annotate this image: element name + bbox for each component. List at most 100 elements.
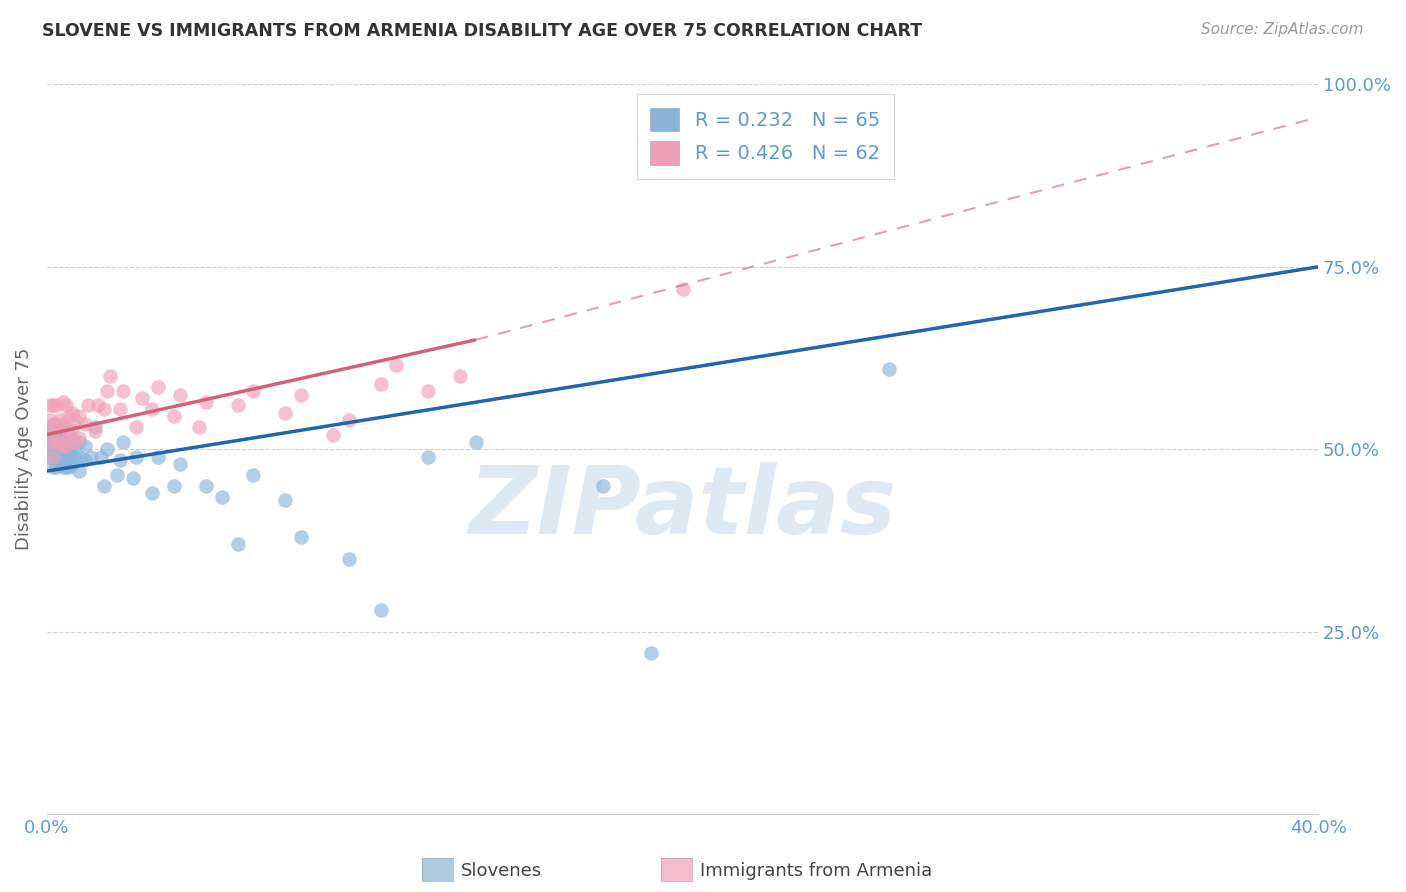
Text: ZIPatlas: ZIPatlas (468, 461, 897, 554)
Point (112, 384, 135, 398)
Point (45, 460, 67, 475)
Point (337, 413, 360, 427)
Point (55, 420, 77, 434)
Point (211, 490, 233, 504)
Point (39, 434, 62, 449)
Point (125, 450, 148, 464)
Point (169, 387, 191, 401)
Point (58, 442, 80, 457)
Point (55, 399, 77, 413)
Point (73, 453, 96, 467)
Point (67, 431, 90, 445)
Point (96, 442, 118, 457)
Point (194, 479, 217, 493)
Point (146, 380, 169, 394)
Legend: R = 0.232   N = 65, R = 0.426   N = 62: R = 0.232 N = 65, R = 0.426 N = 62 (637, 95, 894, 178)
Point (67, 434, 90, 449)
Point (55, 460, 77, 475)
Point (65, 413, 87, 427)
Point (42, 399, 65, 413)
Point (105, 467, 128, 482)
Point (42, 439, 65, 453)
Point (45, 424, 67, 438)
Point (77, 399, 100, 413)
Point (42, 427, 65, 442)
Point (42, 424, 65, 438)
Point (146, 450, 169, 464)
Point (48, 434, 70, 449)
Point (42, 417, 65, 431)
Point (226, 399, 249, 413)
Point (465, 434, 488, 449)
Point (640, 647, 662, 661)
Point (39, 434, 62, 449)
Point (242, 467, 264, 482)
Point (67, 464, 90, 478)
Point (58, 460, 80, 475)
Point (242, 384, 264, 398)
Point (45, 417, 67, 431)
Point (108, 402, 131, 417)
Point (290, 530, 312, 544)
Point (45, 399, 67, 413)
Point (65, 450, 87, 464)
Point (48, 413, 70, 427)
Point (45, 434, 67, 449)
Point (39, 413, 62, 427)
Point (93, 402, 115, 417)
Point (73, 439, 96, 453)
Point (45, 434, 67, 449)
Point (370, 376, 392, 391)
Point (125, 420, 148, 434)
Point (592, 479, 614, 493)
Point (45, 450, 67, 464)
Point (52, 450, 75, 464)
Point (60, 446, 83, 460)
Point (60, 406, 83, 420)
Point (108, 453, 131, 467)
Point (163, 479, 186, 493)
Point (52, 434, 75, 449)
Point (337, 551, 360, 566)
Point (58, 409, 80, 424)
Point (877, 362, 900, 376)
Point (169, 457, 191, 471)
Text: Immigrants from Armenia: Immigrants from Armenia (700, 863, 932, 880)
Point (112, 434, 135, 449)
Point (65, 434, 87, 449)
Point (449, 369, 471, 384)
Point (385, 359, 408, 373)
Text: Source: ZipAtlas.com: Source: ZipAtlas.com (1201, 22, 1364, 37)
Point (226, 537, 249, 551)
Point (39, 442, 62, 457)
Point (274, 406, 297, 420)
Point (141, 486, 163, 500)
Point (290, 387, 312, 401)
Point (163, 409, 186, 424)
Point (58, 427, 80, 442)
Text: Slovenes: Slovenes (461, 863, 543, 880)
Point (55, 439, 77, 453)
Point (83, 424, 105, 438)
Point (52, 417, 75, 431)
Point (65, 434, 87, 449)
Point (121, 471, 143, 485)
Point (39, 420, 62, 434)
Point (42, 450, 65, 464)
Point (188, 420, 211, 434)
Point (67, 450, 90, 464)
Point (60, 457, 83, 471)
Point (418, 384, 440, 398)
Point (96, 384, 118, 398)
Point (52, 460, 75, 475)
Point (48, 457, 70, 471)
Point (60, 424, 83, 438)
Point (48, 446, 70, 460)
Point (87, 399, 110, 413)
Point (55, 431, 77, 445)
Point (42, 450, 65, 464)
Point (42, 460, 65, 475)
Text: SLOVENE VS IMMIGRANTS FROM ARMENIA DISABILITY AGE OVER 75 CORRELATION CHART: SLOVENE VS IMMIGRANTS FROM ARMENIA DISAB… (42, 22, 922, 40)
Point (48, 424, 70, 438)
Point (52, 439, 75, 453)
